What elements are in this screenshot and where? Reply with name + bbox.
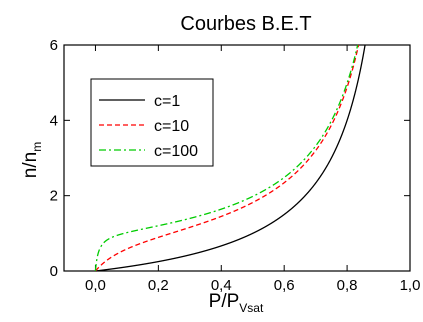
y-tick-label: 6 [50,37,58,54]
y-tick-label: 0 [50,263,58,280]
legend-label: c=1 [154,93,180,110]
legend-label: c=100 [154,143,198,160]
x-tick-label: 0,8 [337,277,358,294]
y-axis-label: n/nm [20,142,44,178]
series-line-c=1 [95,44,366,272]
y-tick-label: 2 [50,188,58,205]
series-group [94,44,366,272]
x-axis: 0,0 0,2 0,4 0,6 0,8 1,0 [85,45,420,294]
x-tick-label: 1,0 [400,277,421,294]
legend-label: c=10 [154,118,189,135]
x-tick-label: 0,4 [211,277,232,294]
x-tick-label: 0,0 [85,277,106,294]
x-tick-label: 0,2 [148,277,169,294]
x-tick-label: 0,6 [274,277,295,294]
x-axis-label: P/PVsat [209,291,264,315]
y-axis: 0 2 4 6 [50,37,410,280]
chart-title: Courbes B.E.T [180,13,311,35]
y-tick-label: 4 [50,112,58,129]
series-line-c=10 [94,44,360,272]
legend-box [90,78,214,167]
legend: c=1 c=10 c=100 [90,78,214,167]
series-line-c=100 [94,44,359,272]
plot-frame [63,44,411,272]
